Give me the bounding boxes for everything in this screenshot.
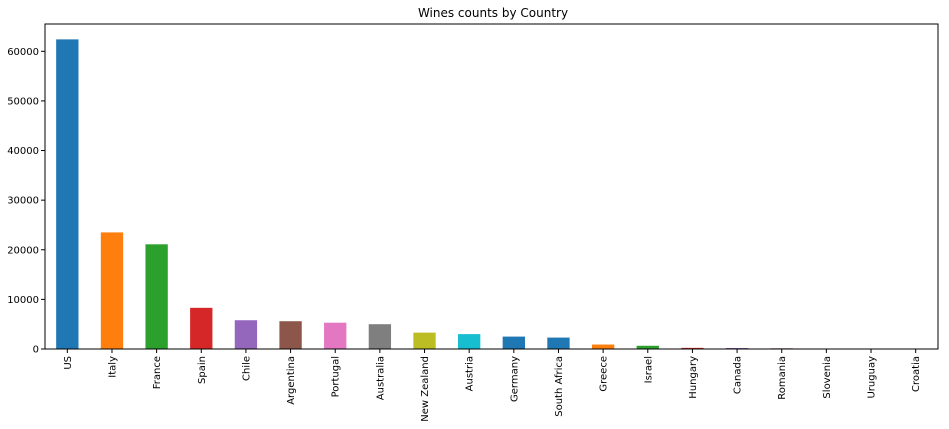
- x-tick-label: Spain: [197, 356, 208, 384]
- bar-greece: [591, 344, 615, 349]
- y-tick-label: 50000: [7, 96, 39, 107]
- x-tick-label: Portugal: [331, 356, 342, 397]
- y-tick-label: 30000: [7, 196, 39, 207]
- x-tick-label: Germany: [509, 356, 520, 402]
- chart-title: Wines counts by Country: [418, 6, 568, 20]
- x-tick-label: Canada: [733, 356, 744, 394]
- bar-chile: [234, 320, 258, 349]
- y-axis: 0 10000 20000 30000 40000 50000 60000: [7, 47, 45, 356]
- bar-hungary: [681, 347, 704, 349]
- x-tick-label: Slovenia: [822, 356, 833, 399]
- bar-south-africa: [547, 337, 570, 349]
- x-tick-label: Australia: [375, 356, 386, 400]
- x-tick-label: Hungary: [688, 356, 699, 399]
- x-tick-label: Israel: [643, 356, 654, 383]
- x-tick-label: Croatia: [911, 356, 922, 392]
- y-tick-label: 20000: [7, 245, 39, 256]
- x-tick-label: Romania: [777, 356, 788, 400]
- bar-new-zealand: [413, 332, 436, 349]
- bar-israel: [636, 345, 659, 349]
- y-tick-label: 60000: [7, 47, 39, 58]
- bar-spain: [190, 307, 213, 349]
- y-tick-label: 40000: [7, 146, 39, 157]
- bar-australia: [368, 324, 392, 349]
- bar-argentina: [279, 321, 302, 349]
- x-tick-label: New Zealand: [420, 356, 431, 422]
- bar-austria: [458, 334, 481, 349]
- x-tick-label: France: [152, 356, 163, 389]
- x-tick-label: Austria: [465, 356, 476, 391]
- x-tick-label: Italy: [107, 356, 118, 378]
- x-tick-label: US: [63, 356, 74, 370]
- y-tick-label: 10000: [7, 295, 39, 306]
- x-tick-label: Argentina: [286, 356, 297, 405]
- x-tick-label: South Africa: [554, 356, 565, 417]
- x-tick-label: Chile: [241, 356, 252, 381]
- y-tick-label: 0: [33, 345, 39, 356]
- bar-france: [145, 244, 168, 349]
- x-axis: US Italy France Spain Chile Argentina Portugal…: [63, 349, 922, 422]
- x-tick-label: Uruguay: [867, 356, 878, 399]
- bar-italy: [100, 232, 124, 349]
- bar-us: [56, 39, 79, 349]
- plot-frame: [44, 23, 939, 350]
- bar-germany: [502, 336, 525, 349]
- bars-group: [56, 39, 927, 349]
- bar-portugal: [324, 322, 347, 349]
- x-tick-label: Greece: [599, 356, 610, 392]
